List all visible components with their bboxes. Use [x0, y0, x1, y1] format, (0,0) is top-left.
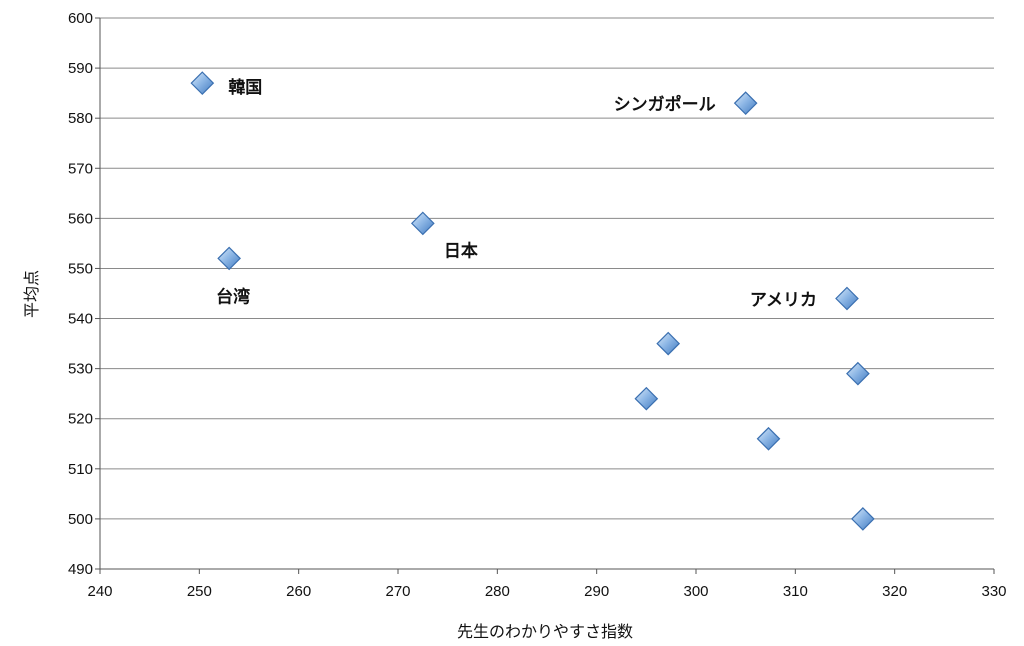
data-point-label: 台湾 — [216, 286, 250, 307]
y-tick-label: 490 — [68, 561, 93, 578]
data-point-marker — [656, 331, 681, 356]
y-tick-label: 600 — [68, 10, 93, 27]
y-tick-label: 540 — [68, 311, 93, 328]
x-tick-label: 270 — [385, 583, 410, 600]
y-tick-label: 560 — [68, 210, 93, 227]
data-point-label: 韓国 — [228, 77, 262, 98]
data-point-label: シンガポール — [614, 94, 716, 115]
grid-lines — [100, 17, 994, 520]
x-tick-label: 280 — [485, 583, 510, 600]
x-tick-label: 250 — [187, 583, 212, 600]
data-point-marker — [733, 91, 758, 116]
data-point-marker — [835, 286, 859, 311]
x-tick-label: 310 — [783, 583, 808, 600]
data-point-marker — [851, 507, 875, 531]
data-point-label: アメリカ — [750, 291, 817, 311]
x-axis-title: 先生のわかりやすさ指数 — [457, 622, 633, 641]
x-tick-label: 300 — [683, 583, 708, 600]
data-point-marker — [846, 361, 870, 386]
y-tick-label: 510 — [68, 461, 93, 478]
y-tick-label: 590 — [68, 60, 93, 77]
y-tick-label: 520 — [68, 411, 93, 428]
x-tick-label: 330 — [981, 583, 1006, 600]
data-point-marker — [410, 211, 435, 236]
data-point-marker — [634, 386, 659, 411]
data-point-marker — [756, 426, 781, 451]
y-tick-label: 550 — [68, 260, 93, 277]
data-point-marker — [217, 246, 241, 271]
x-tick-label: 240 — [87, 583, 112, 600]
data-point-label: 日本 — [444, 240, 478, 261]
y-tick-label: 570 — [68, 160, 93, 177]
tick-labels: 490 500 510 520 530 540 550 560 570 580 590 600 240 2… — [68, 10, 1007, 600]
y-tick-label: 500 — [68, 511, 93, 528]
data-point-marker — [190, 71, 215, 95]
x-tick-label: 290 — [584, 583, 609, 600]
data-points — [190, 71, 875, 531]
y-axis-title: 平均点 — [22, 270, 41, 318]
axes — [95, 17, 995, 574]
y-tick-label: 530 — [68, 361, 93, 378]
x-tick-label: 320 — [882, 583, 907, 600]
x-tick-label: 260 — [286, 583, 311, 600]
y-tick-label: 580 — [68, 110, 93, 127]
